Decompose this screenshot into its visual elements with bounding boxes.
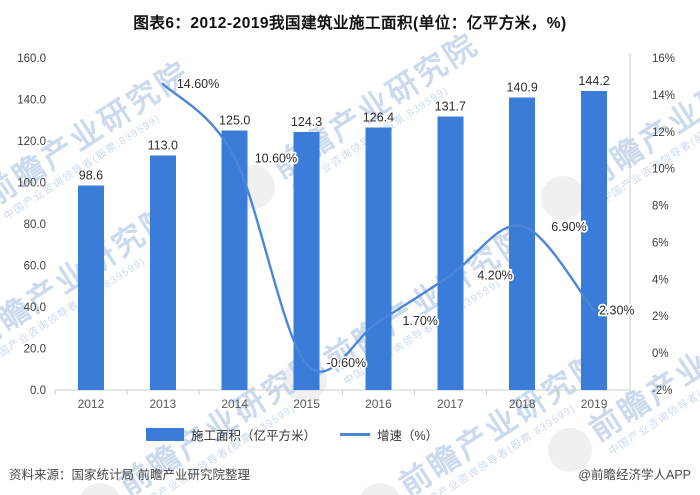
watermark-logo-icon — [360, 483, 400, 495]
growth-line-series: 14.60% 10.60% -0.60% 1.70% 4.20% 6.90% 2.30% — [161, 75, 636, 373]
bar — [581, 90, 608, 390]
x-axis-category-label: 2019 — [581, 397, 608, 411]
legend-label-growth: 增速（%） — [377, 429, 439, 443]
right-axis-tick-label: 14% — [652, 90, 675, 102]
left-axis-tick-label: 140.0 — [17, 95, 46, 107]
left-axis-tick-label: 60.0 — [24, 261, 46, 273]
watermark-logo-icon — [541, 176, 585, 220]
combo-chart: 0.0 20.0 40.0 60.0 80.0 100.0 120.0 140.0 160.0 -… — [17, 53, 675, 411]
bar-value-label: 126.4 — [363, 111, 394, 125]
x-axis-category-label: 2014 — [221, 397, 248, 411]
x-axis-category-label: 2012 — [78, 397, 105, 411]
right-axis-tick-label: 6% — [652, 237, 669, 249]
left-axis-tick-label: 120.0 — [17, 136, 46, 148]
watermark-logo-icon — [80, 483, 120, 495]
bar-swatch-icon — [146, 428, 184, 441]
growth-value-label: 6.90% — [551, 220, 586, 234]
bar — [221, 130, 248, 390]
right-axis-tick-label: 2% — [652, 311, 669, 323]
growth-value-label: 4.20% — [477, 269, 512, 283]
left-axis-tick-label: 40.0 — [24, 302, 46, 314]
chart-title: 图表6：2012-2019我国建筑业施工面积(单位：亿平方米，%) — [133, 15, 567, 32]
right-axis-tick-label: 4% — [652, 274, 669, 286]
bar-value-label: 131.7 — [435, 100, 466, 114]
bars-series: 98.6 113.0 125.0 124.3 126.4 131.7 140.9 144.2 — [77, 74, 610, 390]
bar-value-label: 98.6 — [79, 168, 103, 182]
bar — [77, 185, 104, 390]
left-axis-tick-label: 100.0 — [17, 178, 46, 190]
x-axis-category-label: 2018 — [509, 397, 536, 411]
right-axis-tick-label: 0% — [652, 348, 669, 360]
bar — [293, 132, 320, 390]
bar-value-label: 113.0 — [148, 139, 178, 153]
left-axis-tick-label: 160.0 — [17, 53, 46, 65]
right-axis-tick-label: -2% — [652, 385, 672, 397]
bar — [437, 116, 464, 390]
right-axis-tick-label: 8% — [652, 201, 669, 213]
growth-value-label: 2.30% — [599, 304, 634, 318]
legend-label-area: 施工面积（亿平方米） — [191, 429, 317, 443]
right-axis-tick-label: 10% — [652, 164, 675, 176]
x-axis-category-label: 2015 — [293, 397, 320, 411]
x-axis-category-label: 2017 — [437, 397, 464, 411]
growth-value-label: -0.60% — [327, 356, 367, 370]
axes: 0.0 20.0 40.0 60.0 80.0 100.0 120.0 140.0 160.0 -… — [17, 53, 675, 411]
legend-item-area: 施工面积（亿平方米） — [146, 425, 316, 444]
legend: 施工面积（亿平方米） 增速（%） — [0, 425, 700, 444]
bar — [365, 127, 392, 390]
legend-item-growth: 增速（%） — [340, 425, 438, 444]
left-axis-tick-label: 20.0 — [24, 344, 46, 356]
growth-value-label: 1.70% — [402, 314, 437, 328]
right-axis-tick-label: 12% — [652, 127, 675, 139]
left-axis-tick-label: 80.0 — [24, 219, 46, 231]
line-swatch-icon — [340, 433, 371, 436]
right-axis-tick-label: 16% — [652, 53, 675, 65]
source-note: 资料来源：国家统计局 前瞻产业研究院整理 — [9, 468, 250, 482]
bar-value-label: 144.2 — [578, 74, 609, 88]
watermark-logo-icon — [548, 428, 592, 472]
x-axis-category-label: 2013 — [149, 397, 176, 411]
bar-value-label: 125.0 — [219, 114, 250, 128]
bar-value-label: 140.9 — [507, 81, 538, 95]
bar-value-label: 124.3 — [291, 115, 322, 129]
left-axis-tick-label: 0.0 — [30, 385, 46, 397]
footer: 资料来源：国家统计局 前瞻产业研究院整理 @前瞻经济学人APP — [9, 464, 691, 483]
growth-value-label: 10.60% — [255, 152, 297, 166]
bar — [509, 97, 536, 390]
credit-note: @前瞻经济学人APP — [578, 468, 691, 482]
growth-value-label: 14.60% — [177, 77, 219, 91]
bar — [149, 155, 176, 390]
x-axis-category-label: 2016 — [365, 397, 392, 411]
growth-line — [161, 82, 596, 373]
